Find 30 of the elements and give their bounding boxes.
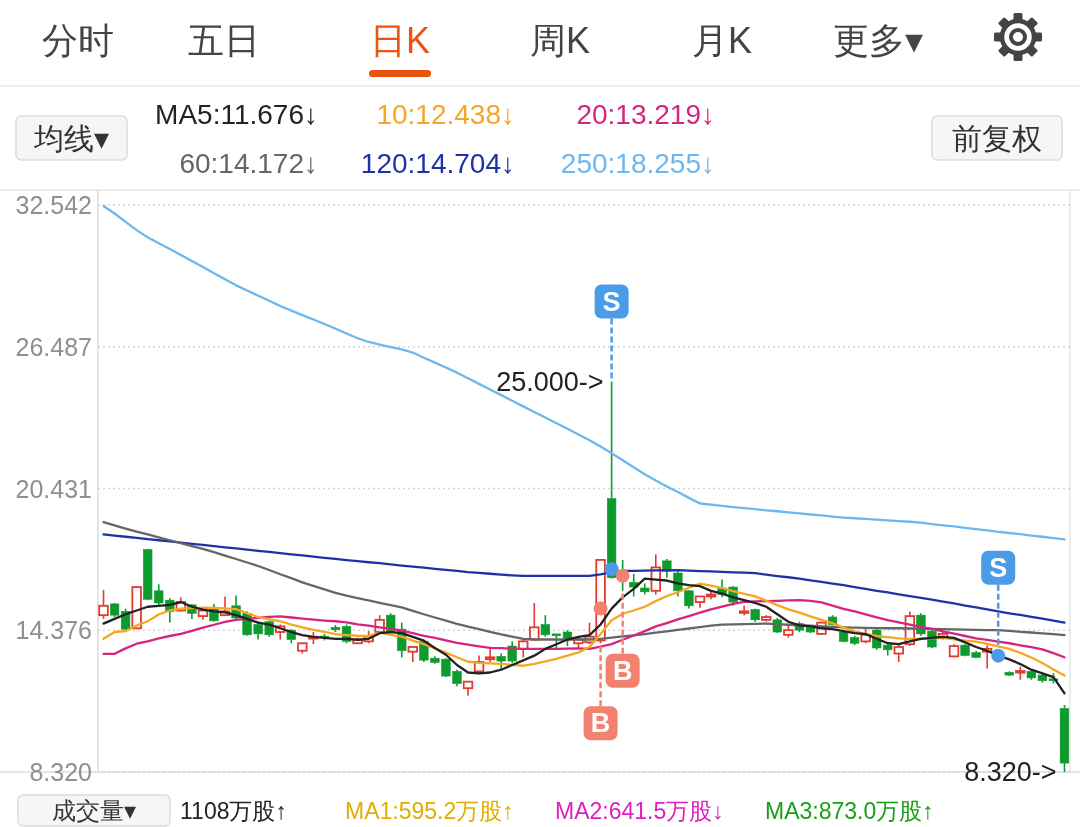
tab-label: 月K bbox=[692, 19, 752, 61]
y-tick-label: 26.487 bbox=[15, 332, 92, 361]
button: 成交量▾ bbox=[17, 794, 171, 827]
button: 前复权 bbox=[931, 115, 1063, 161]
volume-info: 1108万股↑ bbox=[180, 798, 287, 824]
annotation: 8.320-> bbox=[964, 757, 1057, 787]
tab-label: 周K bbox=[530, 19, 590, 61]
legend-item: 60:14.172↓ bbox=[179, 147, 318, 179]
signal-label: B bbox=[612, 655, 633, 686]
tab-label: 更多▾ bbox=[832, 19, 924, 61]
signal-label: B bbox=[590, 708, 611, 739]
y-tick-label: 8.320 bbox=[29, 758, 92, 786]
tab-label: 分时 bbox=[42, 19, 114, 61]
y-tick-label: 20.431 bbox=[15, 474, 92, 503]
tab-label: 五日 bbox=[188, 19, 260, 61]
y-tick-label: 14.376 bbox=[15, 616, 92, 645]
button: 均线▾ bbox=[15, 115, 128, 161]
legend-item: 120:14.704↓ bbox=[360, 147, 515, 179]
volume-info: MA1:595.2万股↑ bbox=[345, 798, 514, 824]
legend-item: MA5:11.676↓ bbox=[155, 98, 318, 130]
y-tick-label: 32.542 bbox=[15, 191, 92, 219]
signal-label: S bbox=[989, 552, 1008, 583]
volume-info: MA2:641.5万股↓ bbox=[555, 798, 724, 824]
annotation: 25.000-> bbox=[496, 366, 604, 397]
legend-item: 20:13.219↓ bbox=[576, 98, 715, 130]
title: 日K bbox=[370, 19, 430, 61]
legend-item: 250:18.255↓ bbox=[560, 147, 715, 179]
legend-item: 10:12.438↓ bbox=[376, 98, 515, 130]
signal-label: S bbox=[602, 286, 621, 317]
volume-info: MA3:873.0万股↑ bbox=[765, 798, 934, 824]
